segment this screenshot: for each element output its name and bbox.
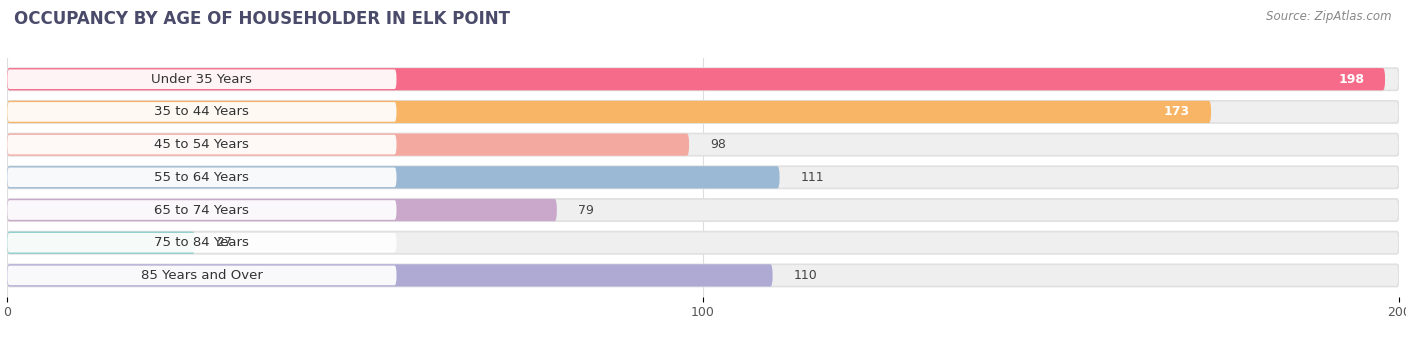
- Text: 98: 98: [710, 138, 725, 151]
- FancyBboxPatch shape: [7, 233, 396, 253]
- FancyBboxPatch shape: [7, 101, 1211, 123]
- Text: 110: 110: [793, 269, 817, 282]
- FancyBboxPatch shape: [7, 266, 396, 285]
- Text: 173: 173: [1164, 105, 1191, 118]
- FancyBboxPatch shape: [7, 102, 396, 122]
- Text: 79: 79: [578, 204, 593, 217]
- FancyBboxPatch shape: [7, 167, 396, 187]
- FancyBboxPatch shape: [7, 232, 195, 254]
- FancyBboxPatch shape: [7, 101, 1399, 123]
- FancyBboxPatch shape: [7, 166, 1399, 189]
- FancyBboxPatch shape: [7, 134, 689, 156]
- Text: Source: ZipAtlas.com: Source: ZipAtlas.com: [1267, 10, 1392, 23]
- FancyBboxPatch shape: [7, 264, 1399, 286]
- FancyBboxPatch shape: [7, 264, 773, 286]
- FancyBboxPatch shape: [7, 135, 396, 154]
- FancyBboxPatch shape: [7, 134, 1399, 156]
- Text: 35 to 44 Years: 35 to 44 Years: [155, 105, 249, 118]
- Text: 85 Years and Over: 85 Years and Over: [141, 269, 263, 282]
- Text: OCCUPANCY BY AGE OF HOUSEHOLDER IN ELK POINT: OCCUPANCY BY AGE OF HOUSEHOLDER IN ELK P…: [14, 10, 510, 28]
- Text: Under 35 Years: Under 35 Years: [152, 73, 252, 86]
- FancyBboxPatch shape: [7, 199, 1399, 221]
- Text: 111: 111: [800, 171, 824, 184]
- Text: 55 to 64 Years: 55 to 64 Years: [155, 171, 249, 184]
- FancyBboxPatch shape: [7, 199, 557, 221]
- Text: 65 to 74 Years: 65 to 74 Years: [155, 204, 249, 217]
- FancyBboxPatch shape: [7, 70, 396, 89]
- Text: 45 to 54 Years: 45 to 54 Years: [155, 138, 249, 151]
- FancyBboxPatch shape: [7, 68, 1399, 90]
- Text: 198: 198: [1339, 73, 1364, 86]
- Text: 75 to 84 Years: 75 to 84 Years: [155, 236, 249, 249]
- Text: 27: 27: [217, 236, 232, 249]
- FancyBboxPatch shape: [7, 200, 396, 220]
- FancyBboxPatch shape: [7, 166, 779, 189]
- FancyBboxPatch shape: [7, 68, 1385, 90]
- FancyBboxPatch shape: [7, 232, 1399, 254]
